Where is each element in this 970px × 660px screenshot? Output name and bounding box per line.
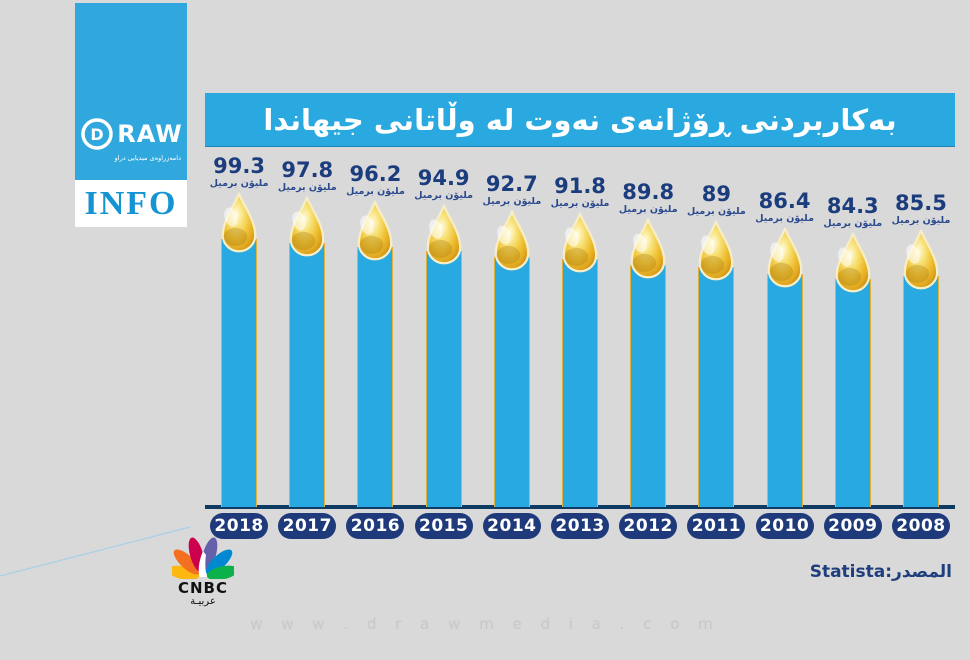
year-pill: 2009 [823, 513, 882, 539]
bar-unit-label: ملیۆن برمیل [414, 189, 474, 201]
year-cell: 2009 [819, 513, 887, 539]
bar-value-label: 96.2 [349, 161, 402, 186]
bar [425, 251, 462, 507]
cnbc-arabic: عربيـة [190, 596, 216, 607]
year-cell: 2011 [682, 513, 750, 539]
bar-column: 97.8 ملیۆن برمیل [273, 157, 341, 507]
info-label: INFO [75, 180, 187, 227]
bar-unit-label: ملیۆن برمیل [209, 177, 269, 189]
bar-column: 91.8 ملیۆن برمیل [546, 173, 614, 507]
oil-drop-icon [358, 200, 393, 261]
bar-unit-label: ملیۆن برمیل [482, 195, 542, 207]
year-pill: 2013 [551, 513, 610, 539]
bar-unit-label: ملیۆن برمیل [823, 217, 883, 229]
year-cell: 2018 [205, 513, 273, 539]
year-pill: 2015 [414, 513, 473, 539]
bar-value-label: 92.7 [485, 171, 538, 196]
bar-unit-label: ملیۆن برمیل [346, 185, 405, 197]
bar-column: 89.8 ملیۆن برمیل [614, 179, 682, 507]
draw-logo-text: RAW [117, 120, 183, 148]
oil-drop-icon [699, 220, 734, 281]
bar-value-label: 86.4 [758, 188, 811, 213]
oil-drop-icon [426, 204, 461, 265]
bar-unit-label: ملیۆن برمیل [618, 203, 678, 215]
year-cell: 2013 [546, 513, 614, 539]
year-pill: 2017 [278, 513, 337, 539]
year-pill: 2011 [687, 513, 746, 539]
oil-drop-icon [903, 229, 939, 290]
oil-drop-icon [562, 212, 598, 273]
brand-block: D RAW دامەزراوەی میدیایی دراو INFO [75, 3, 187, 227]
oil-drop-icon [835, 232, 871, 293]
bar-value-label: 94.9 [417, 165, 470, 190]
year-cell: 2014 [478, 513, 546, 539]
bar [630, 265, 667, 507]
bar-chart: 99.3 ملیۆن برمیل 97.8 ملیۆن برمیل 96.2 م… [205, 146, 955, 507]
bar-unit-label: ملیۆن برمیل [277, 181, 337, 193]
oil-drop-icon [494, 210, 530, 271]
year-cell: 2010 [751, 513, 819, 539]
bar-unit-label: ملیۆن برمیل [891, 214, 951, 226]
draw-d-circle-icon: D [81, 118, 114, 150]
cnbc-peacock-icon [167, 537, 239, 581]
chart-title-bar: بەکاربردنی ڕۆژانەی نەوت لە وڵاتانی جیهان… [205, 93, 955, 146]
year-pill: 2016 [346, 513, 405, 539]
oil-drop-icon [289, 196, 325, 257]
bar [357, 247, 394, 507]
chart-baseline [205, 505, 955, 509]
year-cell: 2016 [341, 513, 409, 539]
year-cell: 2015 [410, 513, 478, 539]
bar-column: 86.4 ملیۆن برمیل [751, 188, 819, 507]
bar-unit-label: ملیۆن برمیل [550, 197, 610, 209]
year-cell: 2012 [614, 513, 682, 539]
bar-value-label: 89 [701, 181, 732, 206]
bar [698, 267, 735, 507]
year-axis: 2018 2017 2016 2015 2014 2013 2012 2011 … [205, 513, 955, 539]
bar-column: 92.7 ملیۆن برمیل [478, 171, 546, 507]
bar-unit-label: ملیۆن برمیل [755, 212, 814, 224]
bar [221, 239, 258, 507]
year-pill: 2018 [210, 513, 269, 539]
bar-value-label: 89.8 [622, 179, 675, 204]
year-cell: 2017 [273, 513, 341, 539]
bar-value-label: 84.3 [826, 193, 879, 218]
oil-drop-icon [630, 218, 666, 279]
bar-column: 94.9 ملیۆن برمیل [410, 165, 478, 507]
svg-text:D: D [91, 125, 104, 144]
draw-logo-box: D RAW دامەزراوەی میدیایی دراو [75, 3, 187, 180]
bar-value-label: 97.8 [281, 157, 334, 182]
oil-drop-icon [767, 227, 802, 288]
bar-unit-label: ملیۆن برمیل [687, 205, 746, 217]
bar [834, 279, 871, 507]
bar [902, 276, 939, 507]
year-pill: 2014 [482, 513, 541, 539]
bar-column: 89 ملیۆن برمیل [682, 181, 750, 507]
bar [766, 274, 803, 507]
cnbc-name: CNBC [177, 579, 228, 597]
year-pill: 2010 [755, 513, 814, 539]
source-label: المصدر:Statista [809, 562, 952, 582]
bar [562, 259, 599, 507]
bar [289, 243, 326, 507]
year-cell: 2008 [887, 513, 955, 539]
year-pill: 2012 [619, 513, 678, 539]
bar-value-label: 99.3 [213, 153, 265, 178]
bar-column: 84.3 ملیۆن برمیل [819, 193, 887, 507]
oil-drop-icon [221, 192, 257, 253]
bar-column: 85.5 ملیۆن برمیل [887, 190, 955, 507]
cnbc-logo: CNBC عربيـة [167, 537, 239, 607]
bar [493, 257, 530, 507]
bar-value-label: 85.5 [895, 190, 947, 215]
draw-logo-subtext: دامەزراوەی میدیایی دراو [114, 154, 181, 162]
bar-column: 99.3 ملیۆن برمیل [205, 153, 273, 507]
year-pill: 2008 [891, 513, 950, 539]
bar-column: 96.2 ملیۆن برمیل [341, 161, 409, 507]
chart-title: بەکاربردنی ڕۆژانەی نەوت لە وڵاتانی جیهان… [263, 102, 897, 137]
bar-value-label: 91.8 [554, 173, 606, 198]
watermark: w w w . d r a w m e d i a . c o m [250, 615, 720, 633]
